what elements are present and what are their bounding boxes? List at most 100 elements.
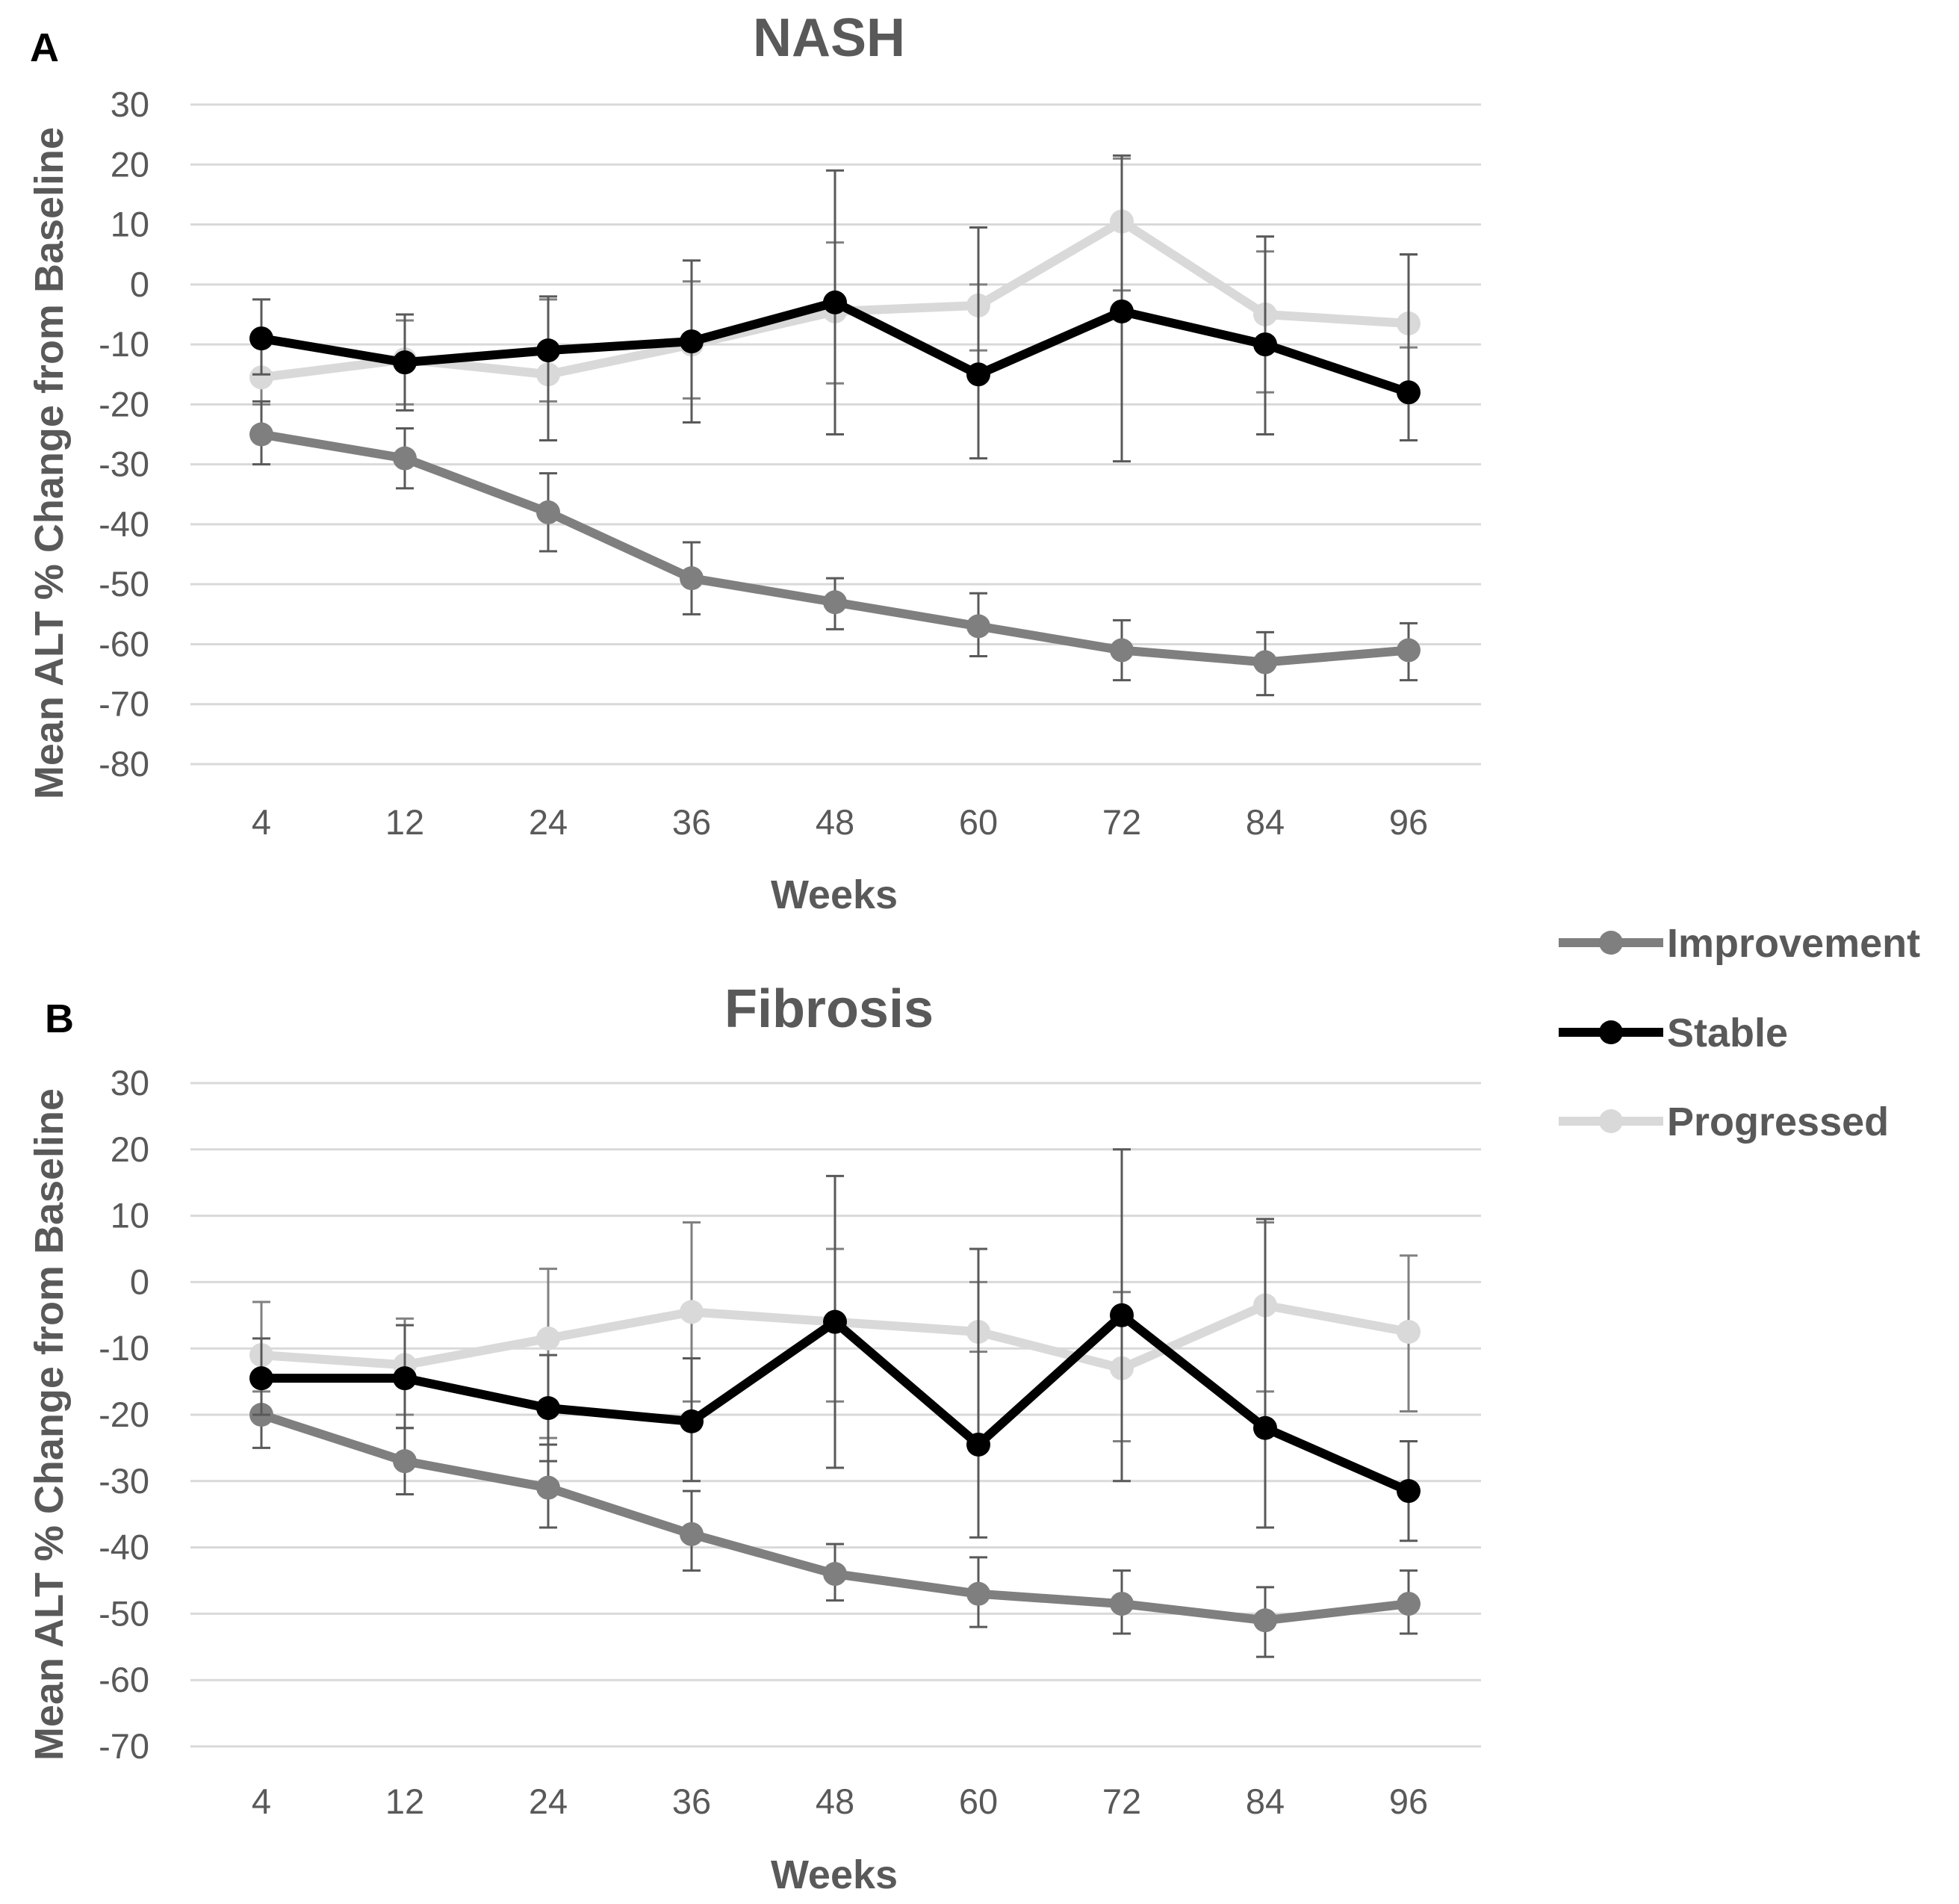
x-tick-label: 48	[816, 802, 854, 842]
data-point-improvement	[393, 1449, 417, 1474]
data-point-stable	[823, 290, 847, 314]
chart-panel-fibrosis: B Fibrosis Mean ALT % Change from Baseli…	[27, 979, 1481, 1897]
data-point-improvement	[680, 566, 704, 591]
series-improvement	[249, 1380, 1421, 1658]
data-point-stable	[249, 1366, 273, 1391]
data-point-improvement	[393, 446, 417, 471]
data-point-improvement	[966, 614, 990, 639]
y-tick-label: -30	[99, 444, 149, 484]
y-tick-label: -50	[99, 1593, 149, 1633]
y-tick-label: -60	[99, 1660, 149, 1699]
data-point-improvement	[823, 1562, 847, 1587]
x-tick-label: 36	[672, 802, 711, 842]
x-tick-label: 96	[1389, 802, 1428, 842]
chart-title-nash: NASH	[753, 8, 905, 68]
y-axis-title-fibrosis: Mean ALT % Change from Baseline	[27, 1088, 72, 1761]
data-point-progressed	[680, 1300, 704, 1324]
data-point-stable	[1397, 1479, 1421, 1504]
data-point-progressed	[249, 365, 273, 390]
data-point-stable	[966, 362, 990, 387]
data-point-stable	[536, 1396, 560, 1421]
data-point-progressed	[1397, 1320, 1421, 1344]
x-tick-label: 60	[959, 802, 998, 842]
data-point-stable	[1397, 380, 1421, 405]
x-tick-label: 24	[529, 802, 568, 842]
data-point-stable	[1110, 1303, 1134, 1327]
y-tick-label: -10	[99, 1328, 149, 1368]
y-tick-label: -80	[99, 744, 149, 784]
data-point-improvement	[1397, 638, 1421, 663]
y-axis-title-nash: Mean ALT % Change from Baseline	[27, 127, 72, 799]
data-point-stable	[1253, 1415, 1277, 1440]
data-point-improvement	[966, 1581, 990, 1606]
x-tick-label: 72	[1102, 1781, 1141, 1821]
x-tick-label: 4	[252, 802, 271, 842]
x-tick-label: 84	[1246, 1781, 1285, 1821]
series-improvement	[249, 400, 1421, 697]
y-tick-label: -20	[99, 384, 149, 424]
y-tick-label: -40	[99, 1528, 149, 1567]
x-tick-labels: 4 12 24 36 48 60 72 84 96	[252, 1781, 1428, 1821]
data-point-improvement	[1110, 638, 1134, 663]
data-point-improvement	[536, 1475, 560, 1500]
x-tick-label: 36	[672, 1781, 711, 1821]
x-tick-label: 84	[1246, 802, 1285, 842]
data-point-progressed	[536, 1326, 560, 1351]
data-point-improvement	[1397, 1592, 1421, 1616]
x-tick-label: 12	[385, 1781, 424, 1821]
y-tick-label: 10	[111, 1196, 149, 1235]
y-tick-label: -20	[99, 1395, 149, 1434]
data-point-improvement	[680, 1522, 704, 1546]
data-point-stable	[966, 1432, 990, 1457]
y-tick-label: 30	[111, 84, 149, 124]
y-tick-label: 20	[111, 144, 149, 184]
legend-marker-improvement	[1599, 931, 1623, 955]
x-tick-label: 12	[385, 802, 424, 842]
series-stable	[249, 154, 1421, 463]
x-tick-label: 24	[529, 1781, 568, 1821]
y-tick-label: -10	[99, 324, 149, 364]
chart-title-fibrosis: Fibrosis	[724, 979, 934, 1039]
y-tick-label: -70	[99, 684, 149, 724]
data-point-stable	[393, 350, 417, 375]
x-axis-title-fibrosis: Weeks	[771, 1852, 898, 1897]
chart-panel-nash: A NASH Mean ALT % Change from Baseline W…	[27, 8, 1481, 917]
x-tick-label: 48	[816, 1781, 854, 1821]
x-tick-label: 72	[1102, 802, 1141, 842]
data-point-stable	[249, 326, 273, 351]
legend: Improvement Stable Progressed	[1559, 921, 1920, 1144]
data-point-stable	[680, 1409, 704, 1433]
data-point-improvement	[536, 500, 560, 524]
data-point-improvement	[1253, 650, 1277, 675]
x-tick-label: 60	[959, 1781, 998, 1821]
panel-label-a: A	[30, 25, 59, 70]
data-point-stable	[393, 1366, 417, 1391]
y-tick-label: -70	[99, 1726, 149, 1766]
y-tick-label: 0	[130, 264, 149, 304]
legend-marker-progressed	[1599, 1109, 1623, 1133]
y-tick-labels: 30 20 10 0 -10 -20 -30 -40 -50 -60 -70	[99, 1063, 149, 1766]
legend-item-progressed: Progressed	[1559, 1100, 1889, 1144]
y-tick-label: 0	[130, 1262, 149, 1301]
data-point-stable	[680, 329, 704, 354]
legend-item-improvement: Improvement	[1559, 921, 1920, 966]
legend-marker-stable	[1599, 1020, 1623, 1044]
y-tick-label: -30	[99, 1461, 149, 1501]
legend-label-stable: Stable	[1667, 1011, 1788, 1055]
y-tick-label: -40	[99, 504, 149, 544]
data-point-improvement	[1110, 1592, 1134, 1616]
y-tick-label: -50	[99, 564, 149, 604]
y-tick-label: 30	[111, 1063, 149, 1103]
y-tick-label: 20	[111, 1129, 149, 1169]
x-tick-label: 4	[252, 1781, 271, 1821]
data-point-stable	[823, 1309, 847, 1334]
y-tick-label: -60	[99, 624, 149, 663]
x-tick-label: 96	[1389, 1781, 1428, 1821]
data-point-improvement	[1253, 1608, 1277, 1633]
legend-label-progressed: Progressed	[1667, 1100, 1889, 1144]
series-stable	[249, 1148, 1421, 1542]
data-point-stable	[1110, 299, 1134, 323]
data-point-improvement	[249, 422, 273, 447]
data-point-improvement	[823, 590, 847, 615]
